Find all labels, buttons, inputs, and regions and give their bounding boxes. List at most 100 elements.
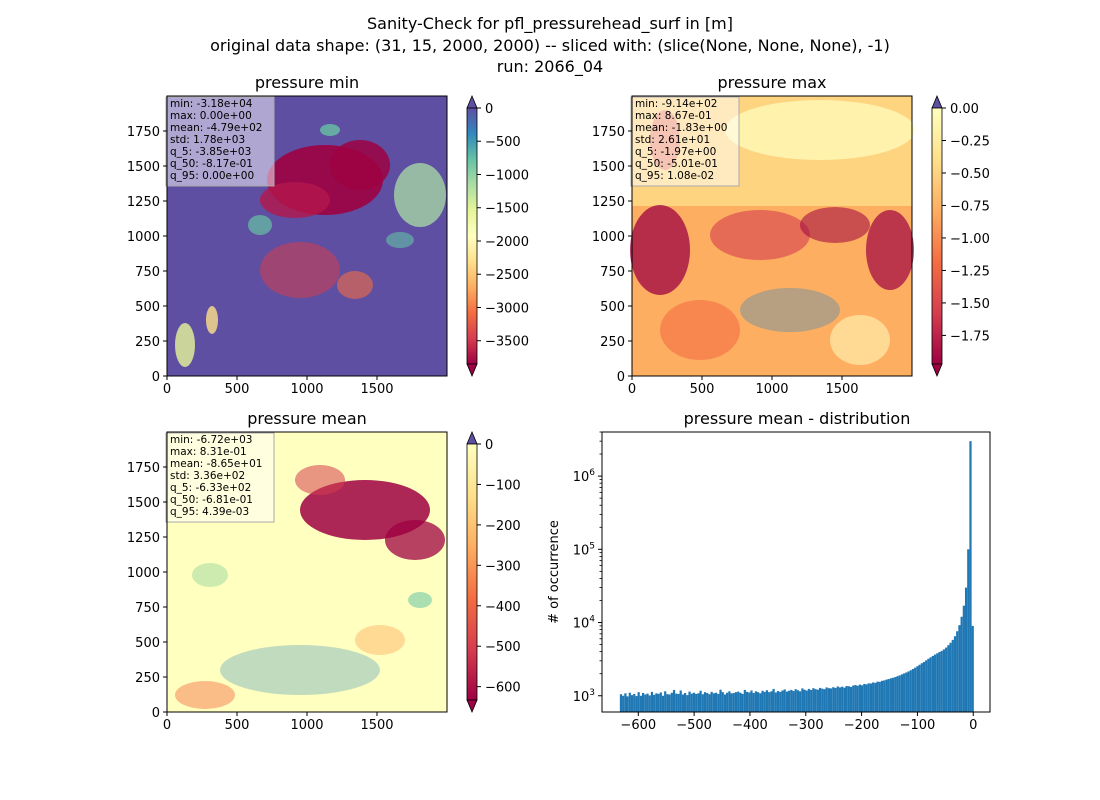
histogram-bar: [637, 692, 640, 712]
y-tick-label: 1750: [592, 125, 625, 140]
x-tick-label: 500: [690, 382, 715, 397]
histogram-bar: [650, 691, 654, 712]
histogram-bar: [830, 688, 833, 712]
histogram-bar: [872, 682, 875, 712]
histogram-bar: [759, 693, 762, 712]
histogram-bar: [639, 695, 642, 712]
histogram-bar: [832, 687, 835, 712]
histogram-bar: [805, 690, 808, 712]
colorbar-gradient: [466, 443, 478, 701]
stats-line: std: 1.78e+03: [170, 134, 245, 146]
histogram-bar: [712, 693, 715, 712]
colorbar: 0.00 −0.25 −0.50 −0.75 −1.00 −1.25 −1.50 −1.75: [931, 94, 990, 378]
histogram-bar: [852, 685, 855, 712]
stats-line: q_50: -8.17e-01: [170, 158, 253, 170]
histogram-bar: [918, 664, 921, 712]
colorbar-gradient: [931, 107, 943, 365]
histogram-bar: [894, 677, 897, 712]
histogram-bar: [947, 645, 950, 712]
histogram-bar: [710, 691, 713, 712]
histogram-bar: [699, 690, 702, 712]
histogram-bar: [794, 689, 797, 712]
histogram-bar: [728, 691, 731, 712]
stats-line: q_95: 0.00e+00: [170, 170, 254, 182]
histogram-bar: [951, 639, 954, 712]
histogram-bar: [717, 693, 720, 712]
histogram-bar: [726, 692, 729, 712]
y-tick-label: 250: [600, 335, 625, 350]
histogram-bar: [874, 682, 877, 712]
histogram-bar: [845, 685, 848, 712]
histogram-bar: [967, 549, 970, 712]
histogram-bar: [903, 673, 906, 712]
histogram-bar: [953, 636, 957, 712]
histogram-bar: [630, 695, 634, 712]
colorbar-tick-label: −300: [485, 559, 521, 574]
histogram-bar: [765, 690, 769, 712]
histogram-bar: [690, 693, 693, 712]
histogram-bar: [664, 691, 667, 712]
x-tick-label: −100: [900, 718, 936, 733]
colorbar-over-triangle: [931, 94, 943, 109]
histogram-bar: [750, 690, 753, 712]
x-tick-label: 1500: [825, 382, 858, 397]
histogram-bar: [757, 692, 760, 712]
stats-line: max: 0.00e+00: [170, 110, 252, 122]
histogram-bar: [752, 693, 755, 712]
histogram-bar: [641, 693, 645, 712]
histogram-bar: [677, 693, 680, 712]
histogram-bar: [885, 679, 888, 712]
histogram-bar: [695, 693, 698, 712]
colorbar-tick-label: −200: [485, 519, 521, 534]
x-tick-label: 0: [969, 718, 977, 733]
stats-line: mean: -1.83e+00: [635, 122, 727, 134]
y-tick-label: 106: [573, 468, 596, 485]
stats-line: min: -3.18e+04: [170, 98, 253, 110]
histogram-bar: [790, 689, 793, 712]
histogram-bar: [714, 692, 718, 712]
x-tick-label: −500: [676, 718, 712, 733]
x-axis: 0 500 1000 1500: [163, 712, 394, 733]
y-tick-label: 104: [573, 615, 596, 632]
histogram-bar: [962, 605, 965, 712]
histogram-bar: [843, 687, 846, 712]
histogram-bar: [801, 688, 804, 712]
y-tick-label: 0: [617, 370, 625, 385]
histogram-bar: [624, 693, 627, 712]
y-tick-label: 750: [135, 601, 160, 616]
histogram-bar: [818, 687, 822, 712]
colorbar: 0 −500 −1000 −1500 −2000 −2500 −3000 −3500: [466, 94, 529, 378]
histogram-bar: [776, 691, 780, 712]
y-tick-label: 1500: [127, 160, 160, 175]
histogram-bar: [763, 691, 766, 712]
x-tick-label: 1000: [755, 382, 788, 397]
histogram-bar: [834, 687, 837, 712]
histogram-bar: [883, 680, 886, 712]
histogram-bar: [927, 658, 930, 712]
colorbar-tick-label: −100: [485, 478, 521, 493]
y-tick-label: 750: [600, 265, 625, 280]
colorbar-tick-label: −3500: [485, 335, 529, 350]
histogram-bar: [721, 692, 724, 712]
colorbar-tick-label: −1500: [485, 202, 529, 217]
colorbar-tick-label: −2500: [485, 268, 529, 283]
colorbar-tick-label: −3000: [485, 301, 529, 316]
histogram-bar: [942, 649, 946, 712]
histogram-bar: [730, 693, 733, 712]
colorbar: 0 −100 −200 −300 −400 −500 −600: [466, 430, 521, 714]
x-axis: 0 500 1000 1500: [628, 376, 859, 397]
histogram-bar: [905, 672, 908, 712]
x-tick-label: 1000: [290, 718, 323, 733]
heatmap-image: [167, 432, 447, 712]
histogram-bar: [922, 661, 926, 712]
histogram-bar: [911, 668, 915, 712]
stats-line: q_50: -6.81e-01: [170, 494, 253, 506]
colorbar-tick-label: −0.25: [950, 134, 990, 149]
histogram-bar: [867, 683, 870, 712]
histogram-bar: [655, 693, 658, 712]
histogram-bar: [781, 690, 784, 712]
histogram-bars: [619, 441, 974, 712]
panel-title: pressure mean: [247, 409, 367, 428]
y-tick-label: 1750: [127, 125, 160, 140]
y-tick-label: 1000: [127, 566, 160, 581]
